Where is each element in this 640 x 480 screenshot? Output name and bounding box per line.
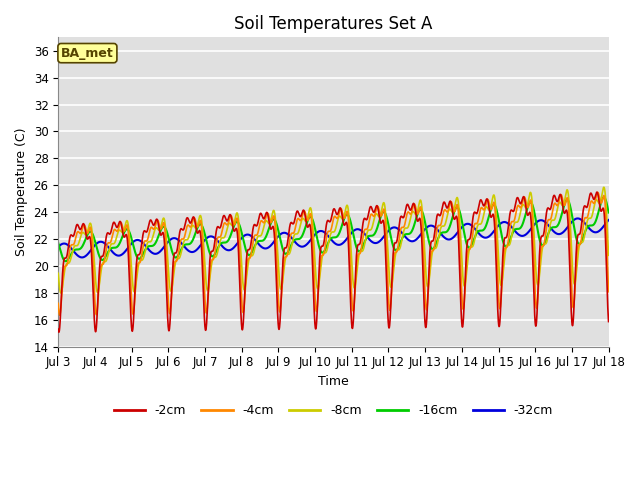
Title: Soil Temperatures Set A: Soil Temperatures Set A <box>234 15 433 33</box>
Legend: -2cm, -4cm, -8cm, -16cm, -32cm: -2cm, -4cm, -8cm, -16cm, -32cm <box>109 399 558 422</box>
Text: BA_met: BA_met <box>61 47 114 60</box>
Y-axis label: Soil Temperature (C): Soil Temperature (C) <box>15 128 28 256</box>
X-axis label: Time: Time <box>318 375 349 388</box>
